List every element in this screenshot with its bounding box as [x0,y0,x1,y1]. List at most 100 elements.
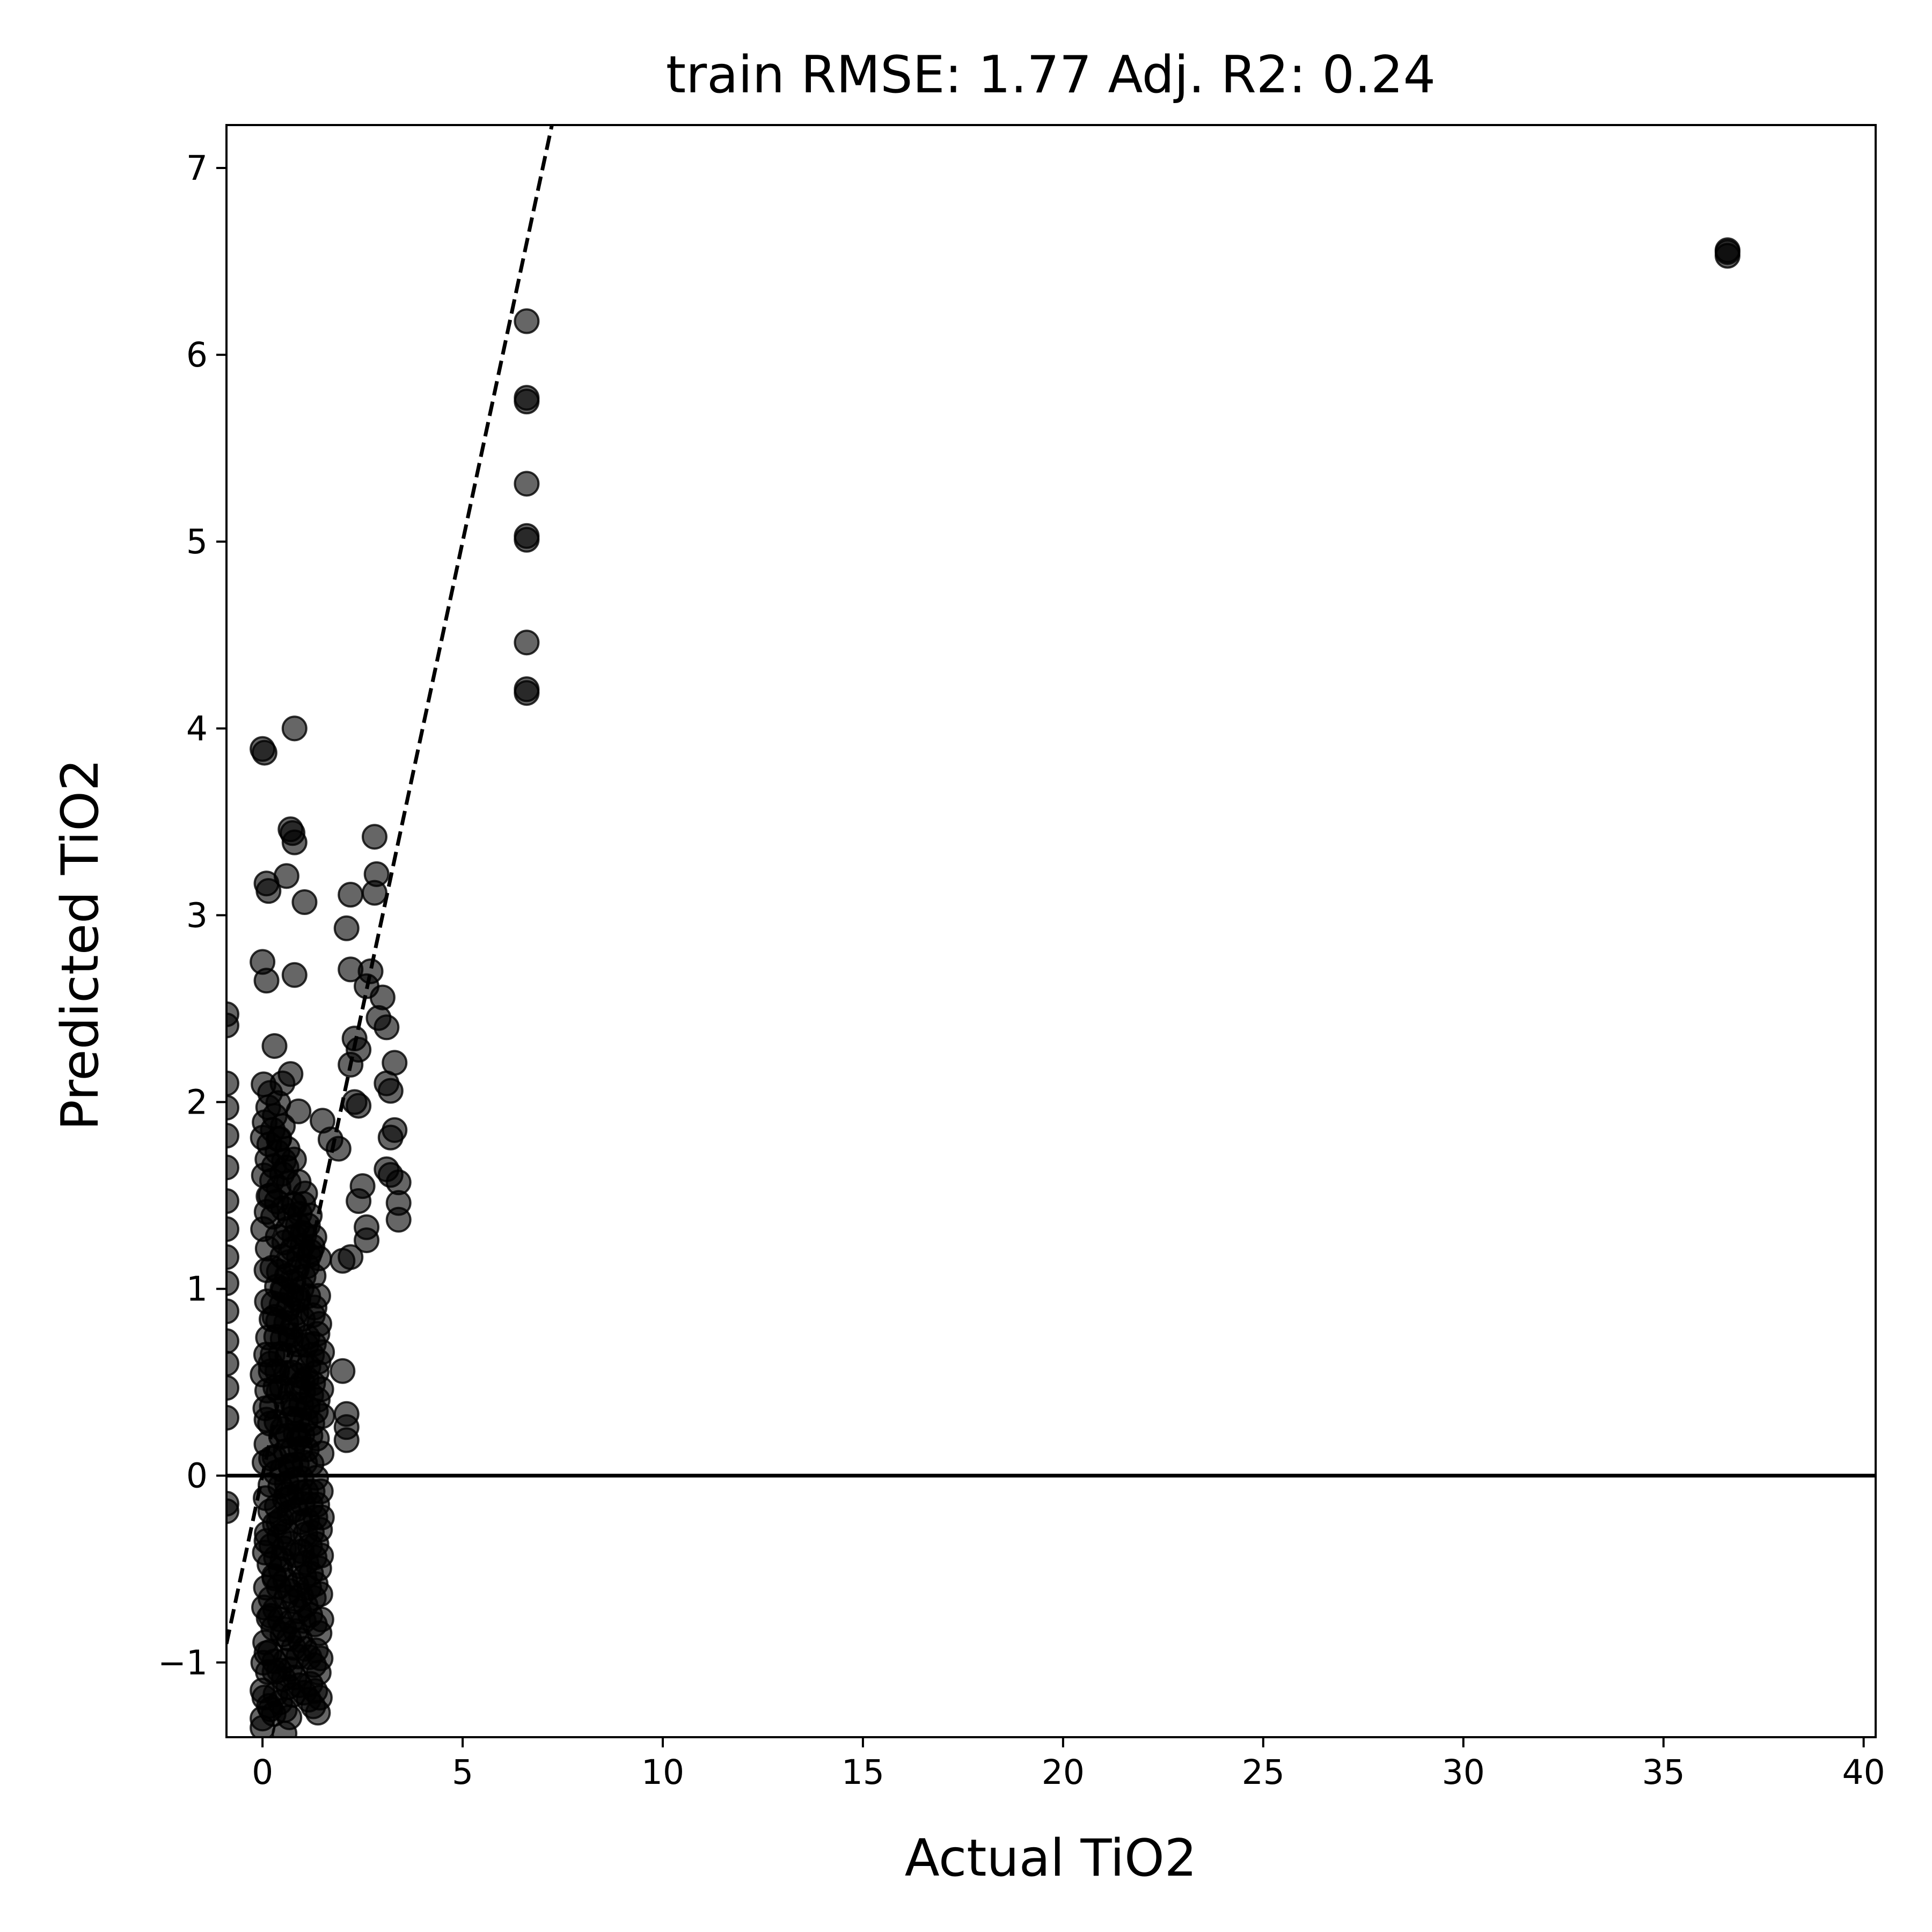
data-point [280,1391,306,1417]
data-point [257,1080,283,1106]
data-point [226,1350,239,1377]
data-point [330,1358,356,1384]
data-point [299,1479,326,1505]
data-point [514,680,540,706]
data-point [338,1244,364,1270]
data-point [297,1671,324,1697]
plot-area: 0 5 10 15 20 25 30 35 40 −1 0 1 2 3 4 5 6 7 [158,124,1885,1792]
data-point [377,1078,404,1104]
x-tick-label: 25 [1242,1753,1285,1792]
data-point [281,962,308,988]
data-point [274,1423,301,1449]
data-point [273,1648,299,1674]
data-point [354,1227,380,1254]
data-point [286,1362,312,1388]
data-point [250,1362,276,1388]
data-point [256,1131,282,1158]
data-point [346,1093,372,1119]
data-point [252,1629,279,1656]
data-point [289,1538,315,1564]
data-point [277,1061,304,1087]
data-point [226,1216,239,1242]
x-axis-label: Actual TiO2 [905,1829,1197,1888]
data-point [292,1180,318,1206]
x-tick-label: 15 [841,1753,884,1792]
x-tick-label: 10 [641,1753,684,1792]
data-point [226,1012,239,1038]
axes-frame [225,124,1877,1738]
data-point [226,1498,239,1524]
y-tick-label: 1 [186,1270,208,1309]
data-point [1715,237,1741,264]
data-point [266,1258,292,1285]
x-tick-label: 30 [1442,1753,1485,1792]
y-tick-label: 7 [186,149,208,188]
data-point [264,1493,290,1519]
data-point [361,824,387,850]
x-tick-label: 40 [1842,1753,1885,1792]
data-point [385,1206,412,1233]
y-axis-label: Predicted TiO2 [51,759,110,1131]
data-point [338,882,364,908]
data-point [514,389,540,415]
chart-title: train RMSE: 1.77 Adj. R2: 0.24 [666,46,1436,105]
data-point [514,630,540,656]
data-point [333,915,360,941]
data-point [254,1520,280,1547]
y-tick-label: 5 [186,522,208,561]
data-point [333,1427,360,1453]
data-point [255,878,282,904]
data-point [226,1298,239,1324]
data-point [338,1051,364,1078]
x-tick-label: 20 [1042,1753,1085,1792]
data-point [226,1270,239,1297]
data-point [253,1431,280,1458]
data-point [281,829,308,855]
data-point [377,1124,404,1151]
data-point [251,740,277,766]
data-point [226,1404,239,1431]
data-point [308,1606,334,1633]
y-tick-label: 0 [186,1457,208,1496]
data-point [262,1681,289,1707]
data-point [369,984,396,1011]
data-point [306,1311,332,1337]
data-point [310,1108,336,1134]
data-point [361,880,387,906]
data-point [255,1183,282,1210]
data-point [261,1033,288,1059]
data-point [226,1123,239,1149]
y-tick-label: −1 [158,1643,208,1682]
data-point [251,1162,277,1189]
data-point [226,1328,239,1355]
data-point [269,1457,295,1483]
y-tick-label: 6 [186,335,208,375]
data-point [278,1608,304,1635]
data-point [271,1230,297,1256]
data-point [374,1014,400,1041]
data-point [253,968,280,994]
data-point [250,1216,276,1242]
data-point [253,1575,279,1601]
plot-inner [226,125,1876,1737]
data-point [255,1324,281,1351]
x-tick-label: 0 [252,1753,273,1792]
data-point [226,1375,239,1401]
data-point [226,1070,239,1096]
data-point [294,1507,320,1533]
data-point [260,1290,287,1316]
data-point [226,1154,239,1181]
x-tick-label: 5 [452,1753,473,1792]
data-point [281,715,308,742]
data-point [283,1572,310,1598]
data-point [291,889,318,916]
data-point [346,1188,372,1214]
data-point [276,1203,303,1229]
data-point [303,1637,329,1664]
data-point [226,1244,239,1270]
data-point [226,1094,239,1121]
data-point [514,471,540,497]
x-tick-label: 35 [1642,1753,1685,1792]
data-point [252,1109,278,1136]
